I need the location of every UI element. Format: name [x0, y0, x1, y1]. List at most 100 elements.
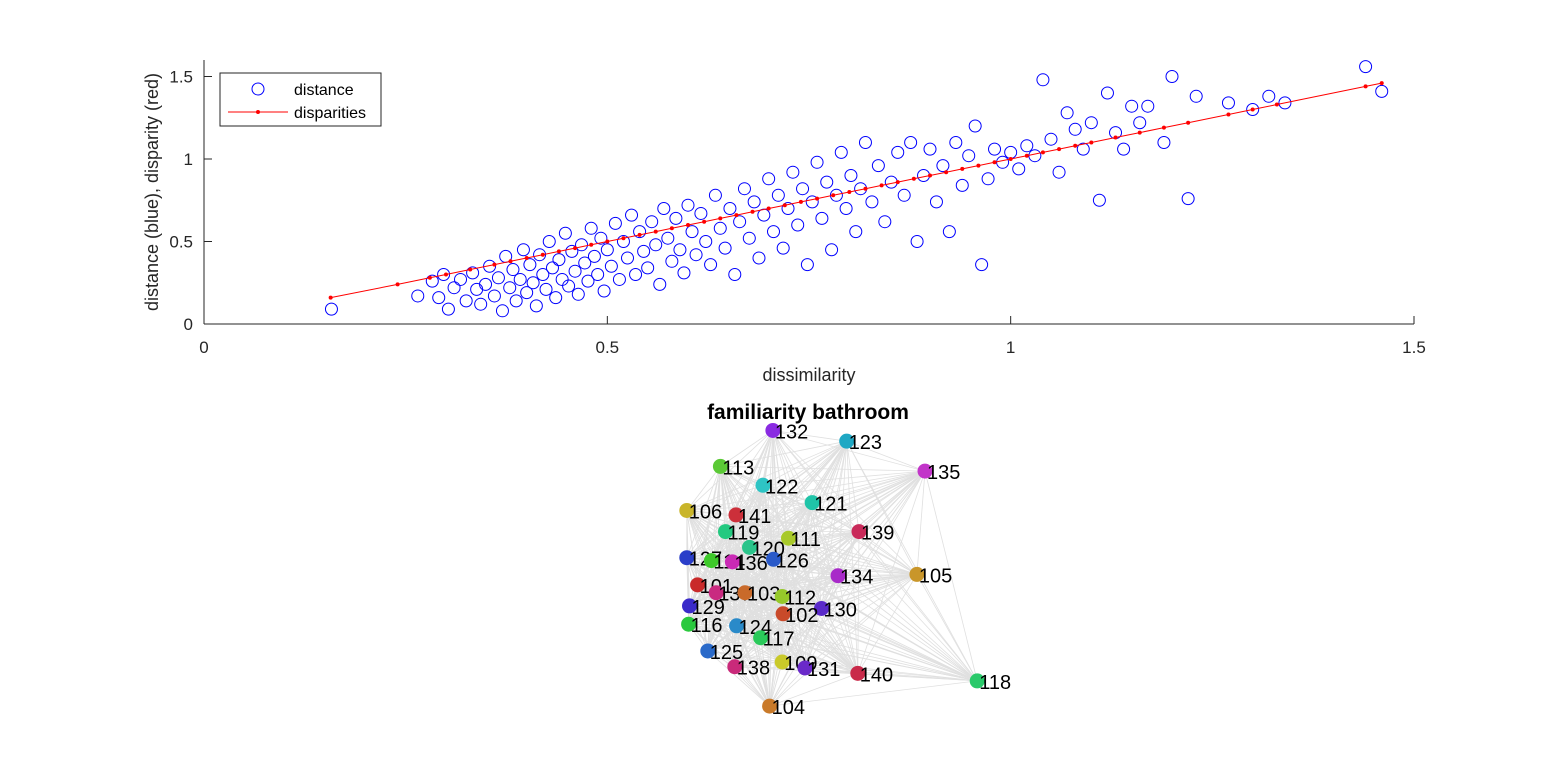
distance-point	[762, 172, 776, 186]
distance-point	[523, 258, 537, 272]
x-tick-label: 1	[1006, 338, 1015, 357]
network-edge	[744, 592, 770, 707]
network-edge	[749, 470, 926, 548]
network-edge	[769, 608, 822, 707]
network-edge	[686, 470, 926, 511]
distance-point	[533, 248, 547, 262]
distance-point	[996, 155, 1010, 169]
distance-point	[1004, 145, 1018, 159]
network-node-label: 140	[860, 664, 893, 686]
network-edge	[686, 531, 726, 559]
distance-point	[1246, 103, 1260, 116]
distance-point	[545, 261, 559, 275]
network-edge	[711, 560, 783, 597]
network-edge	[811, 502, 822, 609]
distance-point	[752, 251, 766, 265]
distance-point	[612, 272, 626, 286]
distance-point	[513, 272, 527, 286]
network-edge	[762, 484, 918, 575]
disparities-point	[718, 216, 723, 221]
distance-point	[829, 188, 843, 202]
network-title: familiarity bathroom	[707, 401, 909, 424]
y-axis-label: distance (blue), disparity (red)	[142, 73, 162, 311]
distance-point	[1044, 132, 1058, 146]
distance-point	[516, 243, 530, 257]
distance-point	[608, 216, 622, 230]
network-node-label: 104	[772, 697, 805, 719]
network-edge	[715, 592, 770, 707]
network-node	[917, 463, 933, 479]
distance-point	[910, 235, 924, 248]
distance-point	[661, 231, 675, 245]
network-edge	[734, 661, 783, 668]
network-node-label: 106	[689, 501, 722, 523]
distance-point	[781, 202, 795, 215]
distance-point	[800, 258, 814, 272]
distance-point	[495, 304, 509, 318]
network-edge	[744, 574, 917, 594]
network-edge	[686, 510, 712, 561]
network-edge	[781, 531, 860, 663]
disparities-point	[653, 229, 658, 234]
disparities-point	[328, 295, 333, 300]
distance-point	[629, 268, 643, 281]
network-edge	[788, 531, 860, 539]
network-node	[830, 568, 846, 584]
network-edge	[720, 466, 789, 539]
network-edge	[772, 430, 847, 442]
distance-point	[1076, 142, 1090, 156]
network-edge	[736, 596, 783, 627]
network-node	[814, 600, 829, 616]
network-edge	[821, 608, 859, 674]
x-ticks: 0 0.5 1 1.5	[199, 316, 1426, 357]
distance-point	[1133, 116, 1147, 130]
network-edge	[686, 514, 737, 559]
x-axis-label: dissimilarity	[762, 365, 855, 385]
network-edge	[762, 485, 839, 576]
distance-point	[539, 282, 553, 296]
network-node-label: 126	[776, 550, 809, 572]
distance-point	[923, 142, 937, 156]
y-tick-label: 0	[184, 315, 193, 334]
distance-point	[942, 225, 956, 239]
network-node-label: 135	[927, 462, 960, 484]
distance-point	[584, 221, 598, 235]
distance-point	[432, 291, 446, 305]
distance-point	[904, 136, 918, 149]
distance-point	[747, 195, 761, 209]
distance-point	[669, 211, 683, 225]
network-edge	[697, 575, 839, 586]
disparities-point	[1089, 140, 1094, 145]
distance-point	[487, 289, 501, 303]
legend: distance disparities	[219, 72, 382, 127]
distance-point	[641, 261, 655, 275]
distance-point	[1125, 99, 1139, 113]
disparities-point	[637, 232, 642, 237]
distance-point	[975, 258, 989, 272]
distance-point	[600, 243, 614, 257]
network-plot: familiarity bathroom 132 123 113 135 122 121 1…	[679, 401, 1011, 719]
network-node	[850, 665, 866, 681]
distance-point	[704, 258, 718, 272]
network-edge	[736, 574, 918, 627]
network-edge	[772, 430, 978, 682]
network-edge	[769, 470, 926, 707]
network-node-label: 131	[807, 659, 840, 681]
network-edge	[686, 430, 774, 558]
network-edge	[697, 584, 770, 707]
distance-point	[1052, 165, 1066, 179]
distance-point	[474, 297, 488, 311]
distance-point	[1375, 84, 1389, 98]
disparities-point	[444, 272, 448, 277]
disparities-point	[1274, 102, 1279, 107]
network-edge	[916, 471, 926, 575]
network-node-label: 103	[747, 584, 780, 606]
distance-point	[791, 218, 805, 232]
x-tick-label: 0	[199, 338, 208, 357]
disparities-point	[847, 190, 852, 194]
distance-point	[685, 225, 699, 239]
network-node	[679, 502, 695, 518]
network-edge	[689, 574, 917, 607]
disparities-point	[1137, 130, 1142, 135]
